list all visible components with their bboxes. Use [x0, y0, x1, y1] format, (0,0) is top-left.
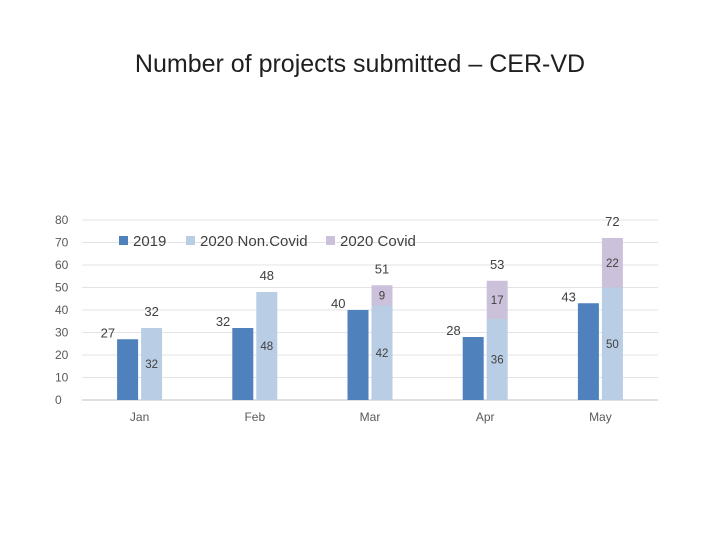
bar-2019-jan [117, 339, 139, 400]
y-tick-label: 20 [55, 348, 69, 362]
legend-label: 2019 [133, 233, 166, 250]
data-label-2020-noncovid: 48 [260, 341, 273, 353]
data-label-2020-noncovid: 36 [491, 355, 504, 367]
data-label-2019: 43 [561, 289, 575, 304]
x-tick-label-mar: Mar [360, 410, 381, 424]
legend: 2019 2020 Non.Covid 2020 Covid [119, 233, 416, 250]
data-label-2020-covid: 17 [491, 295, 504, 307]
data-label-2020-noncovid: 32 [145, 359, 158, 371]
data-label-2020-noncovid: 50 [606, 339, 619, 351]
y-tick-label: 0 [55, 393, 62, 407]
data-label-2020-noncovid: 42 [376, 348, 389, 360]
data-label-2020-total: 72 [605, 214, 619, 229]
y-tick-label: 40 [55, 303, 69, 317]
gridlines [82, 219, 658, 401]
bar-2019-apr [462, 337, 484, 400]
bar-2020-covid-may [601, 238, 623, 288]
data-label-2020-total: 48 [260, 268, 274, 283]
data-label-2019: 40 [331, 296, 345, 311]
bar-2019-mar [347, 310, 369, 400]
bar-2020-covid-mar [371, 285, 393, 306]
y-tick-label: 60 [55, 258, 69, 272]
x-axis: Jan Feb Mar Apr May [130, 410, 612, 424]
data-label-2020-total: 51 [375, 261, 389, 276]
x-tick-label-may: May [589, 410, 612, 424]
x-tick-label-jan: Jan [130, 410, 149, 424]
data-label-2020-covid: 9 [379, 290, 385, 302]
data-label-2020-total: 32 [144, 304, 158, 319]
y-tick-label: 80 [55, 213, 69, 227]
bars [117, 238, 623, 400]
legend-swatch [186, 236, 195, 245]
data-label-2020-total: 53 [490, 257, 504, 272]
x-tick-label-feb: Feb [244, 410, 265, 424]
bar-2020-covid-apr [486, 280, 508, 319]
data-label-2019: 28 [446, 323, 460, 338]
bar-2020-noncovid-mar [371, 305, 393, 400]
data-labels: 27 32 32 32 48 48 40 42 9 51 28 36 17 53 43 50 22 72 [101, 214, 620, 371]
bar-2019-may [577, 303, 599, 400]
bar-2020-noncovid-may [601, 287, 623, 400]
bar-2019-feb [232, 328, 254, 400]
data-label-2019: 27 [101, 325, 115, 340]
legend-label: 2020 Covid [340, 233, 416, 250]
chart-title: Number of projects submitted – CER-VD [134, 50, 586, 78]
data-label-2019: 32 [216, 314, 230, 329]
y-axis: 0 10 20 30 40 50 60 70 80 [55, 213, 69, 407]
y-tick-label: 50 [55, 281, 69, 295]
y-tick-label: 30 [55, 326, 69, 340]
bar-2020-noncovid-apr [486, 319, 508, 400]
data-label-2020-covid: 22 [606, 258, 619, 270]
y-tick-label: 70 [55, 236, 69, 250]
legend-swatch [119, 236, 128, 245]
bar-2020-noncovid-feb [256, 292, 278, 400]
legend-swatch [326, 236, 335, 245]
x-tick-label-apr: Apr [476, 410, 495, 424]
bar-2020-noncovid-jan [141, 328, 163, 400]
legend-label: 2020 Non.Covid [200, 233, 308, 250]
y-tick-label: 10 [55, 371, 69, 385]
